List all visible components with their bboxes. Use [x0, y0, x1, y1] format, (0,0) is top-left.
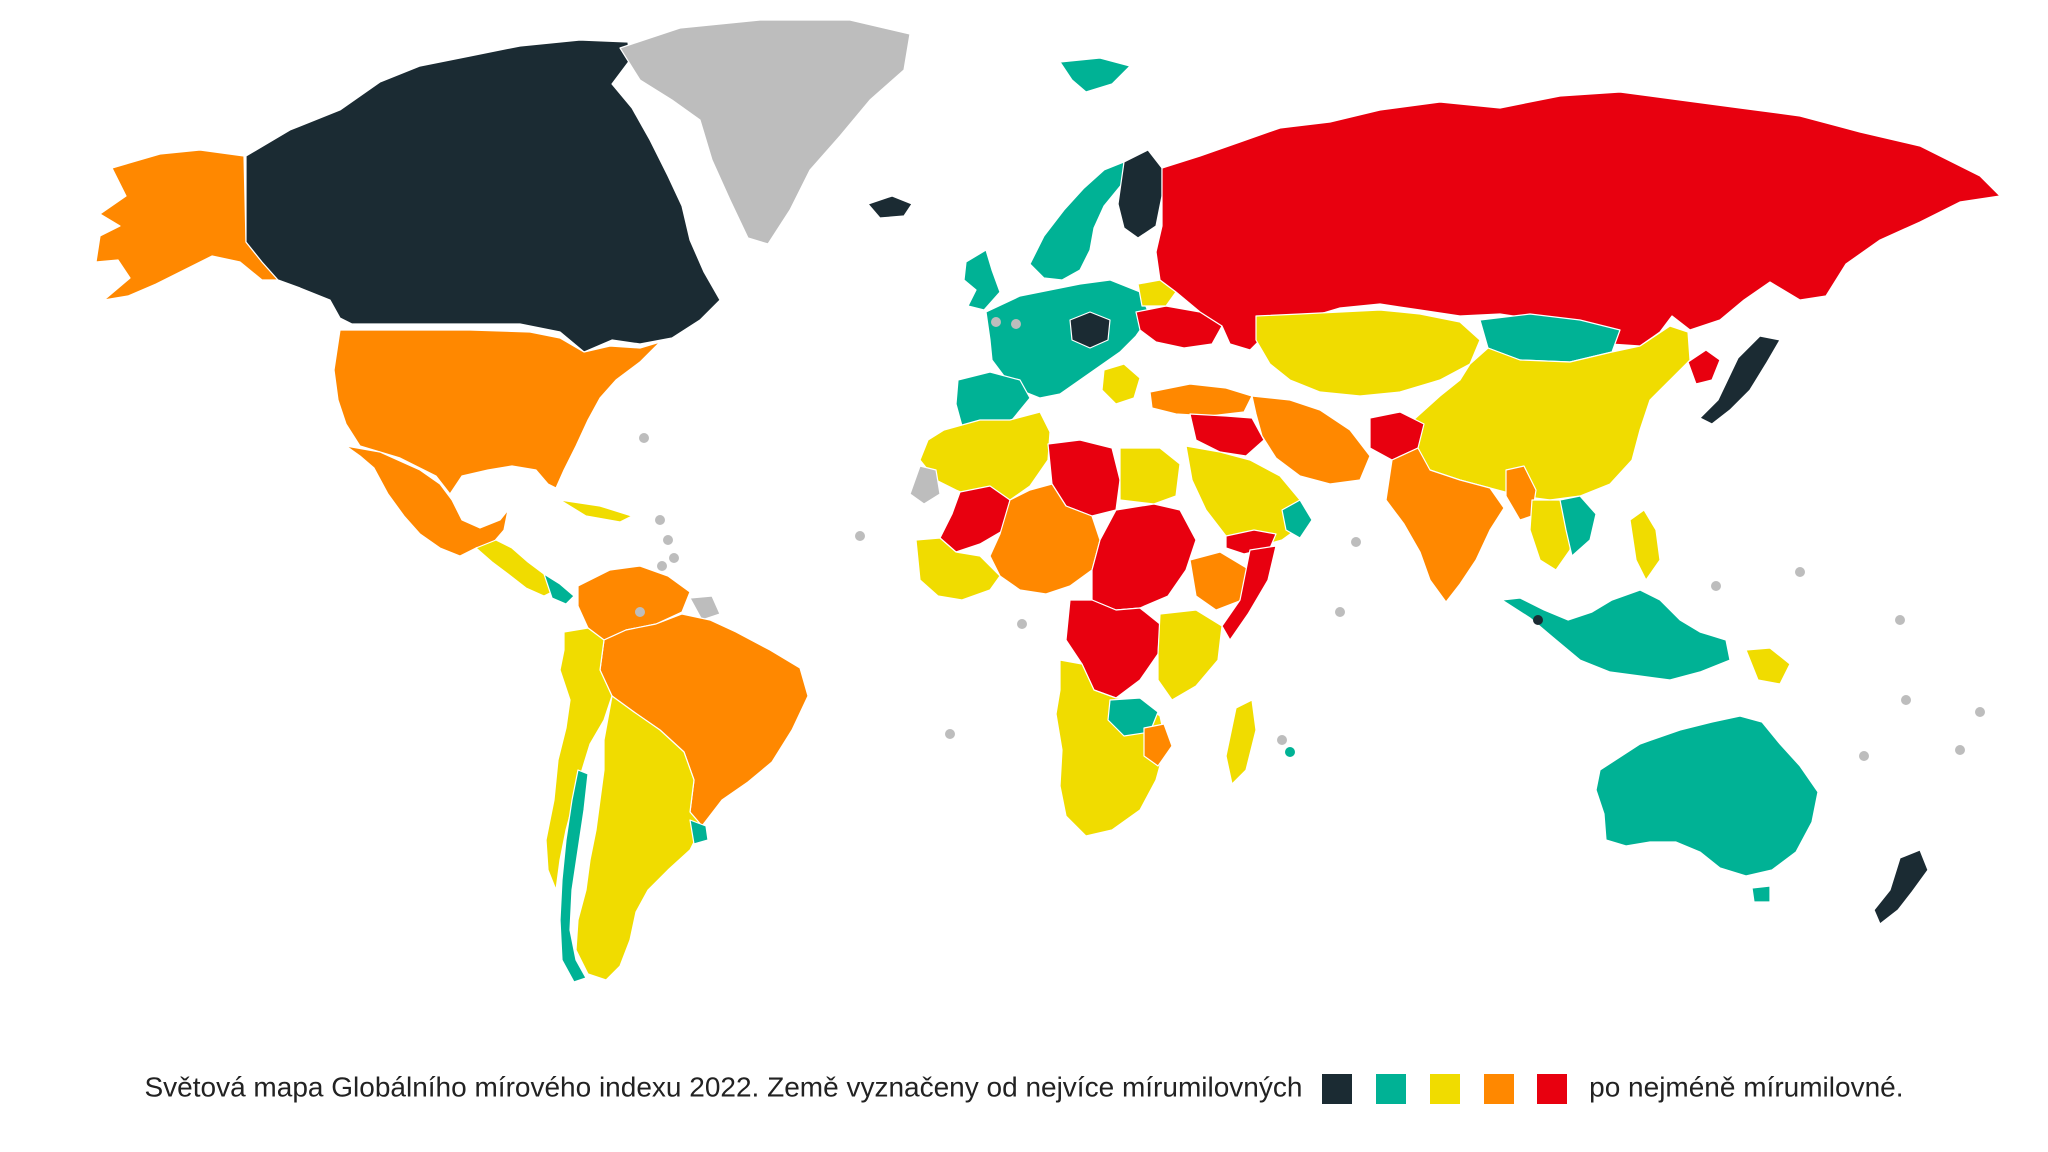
island-marker — [1895, 615, 1905, 625]
region-korea — [1687, 349, 1721, 385]
world-map — [95, 19, 2001, 983]
region-mali — [939, 485, 1011, 553]
region-madagascar — [1225, 699, 1257, 785]
island-marker — [657, 561, 667, 571]
region-kazakhstan-central-asia — [1255, 309, 1481, 397]
region-north-africa-west — [919, 411, 1051, 501]
region-pakistan-india — [1385, 447, 1505, 603]
region-western-sahara — [909, 465, 941, 505]
region-sudan-car — [1091, 503, 1197, 611]
region-bolivia-paraguay-argentina — [575, 695, 703, 981]
region-papua-new-guinea — [1745, 647, 1791, 685]
island-marker — [855, 531, 865, 541]
region-canada — [245, 39, 721, 353]
region-venezuela-colombia — [577, 565, 691, 641]
region-svalbard — [1059, 57, 1131, 93]
legend-swatches — [1314, 1068, 1575, 1108]
region-chile — [559, 769, 589, 983]
legend-swatch-most-peaceful — [1322, 1074, 1353, 1105]
island-marker — [1975, 707, 1985, 717]
region-oman — [1281, 499, 1313, 539]
caption-text-after: po nejméně mírumilovné. — [1589, 1071, 1904, 1103]
region-scandinavia — [1029, 161, 1125, 281]
region-belarus — [1137, 279, 1177, 307]
region-caucasus-iran — [1251, 395, 1371, 485]
region-syria-iraq — [1189, 413, 1265, 457]
island-marker — [639, 433, 649, 443]
island-marker — [991, 317, 1001, 327]
region-iceland — [867, 195, 913, 219]
island-marker — [1955, 745, 1965, 755]
island-marker — [1901, 695, 1911, 705]
region-guianas — [689, 595, 721, 621]
region-east-africa — [1157, 609, 1223, 701]
island-marker — [1277, 735, 1287, 745]
region-russia — [1155, 91, 2001, 351]
region-finland — [1117, 149, 1163, 239]
region-western-europe — [985, 279, 1151, 399]
region-mexico — [345, 445, 509, 557]
island-marker — [1859, 751, 1869, 761]
island-marker — [1017, 619, 1027, 629]
region-alaska — [95, 149, 279, 301]
island-marker — [1335, 607, 1345, 617]
island-marker — [1285, 747, 1295, 757]
region-caribbean — [559, 499, 633, 523]
legend-swatch-less-peaceful — [1483, 1074, 1514, 1105]
region-sahel-orange — [989, 483, 1101, 595]
island-marker — [1795, 567, 1805, 577]
region-central-europe — [1069, 311, 1111, 349]
legend-swatch-peaceful — [1376, 1074, 1406, 1105]
legend-swatch-least-peaceful — [1537, 1074, 1568, 1105]
region-central-america — [475, 539, 557, 597]
region-australia — [1595, 715, 1819, 877]
island-marker — [1533, 615, 1543, 625]
region-turkey — [1149, 383, 1253, 417]
region-japan — [1699, 335, 1781, 425]
region-uruguay — [689, 819, 709, 845]
region-greenland — [619, 19, 911, 245]
region-mozambique — [1143, 723, 1173, 767]
region-vietnam-laos — [1559, 495, 1597, 557]
region-central-america-south — [543, 573, 575, 605]
island-marker — [635, 607, 645, 617]
region-philippines — [1629, 509, 1661, 581]
island-marker — [1711, 581, 1721, 591]
island-marker — [1011, 319, 1021, 329]
island-marker — [945, 729, 955, 739]
island-marker — [663, 535, 673, 545]
region-indonesia-malaysia — [1501, 589, 1731, 681]
region-balkans — [1101, 363, 1141, 405]
region-drc — [1065, 599, 1161, 699]
region-west-africa-coast — [915, 537, 1001, 601]
region-new-zealand — [1873, 849, 1929, 925]
island-marker — [655, 515, 665, 525]
region-egypt — [1119, 447, 1181, 505]
map-caption: Světová mapa Globálního mírového indexu … — [0, 1066, 2048, 1108]
region-uk-ireland — [963, 249, 1001, 311]
region-tasmania — [1751, 885, 1771, 903]
region-somalia — [1221, 545, 1277, 641]
island-marker — [669, 553, 679, 563]
caption-text-before: Světová mapa Globálního mírového indexu … — [144, 1071, 1303, 1103]
region-andes-north — [545, 627, 613, 891]
region-ukraine — [1135, 305, 1223, 349]
island-marker — [1351, 537, 1361, 547]
legend-swatch-medium — [1429, 1074, 1460, 1105]
